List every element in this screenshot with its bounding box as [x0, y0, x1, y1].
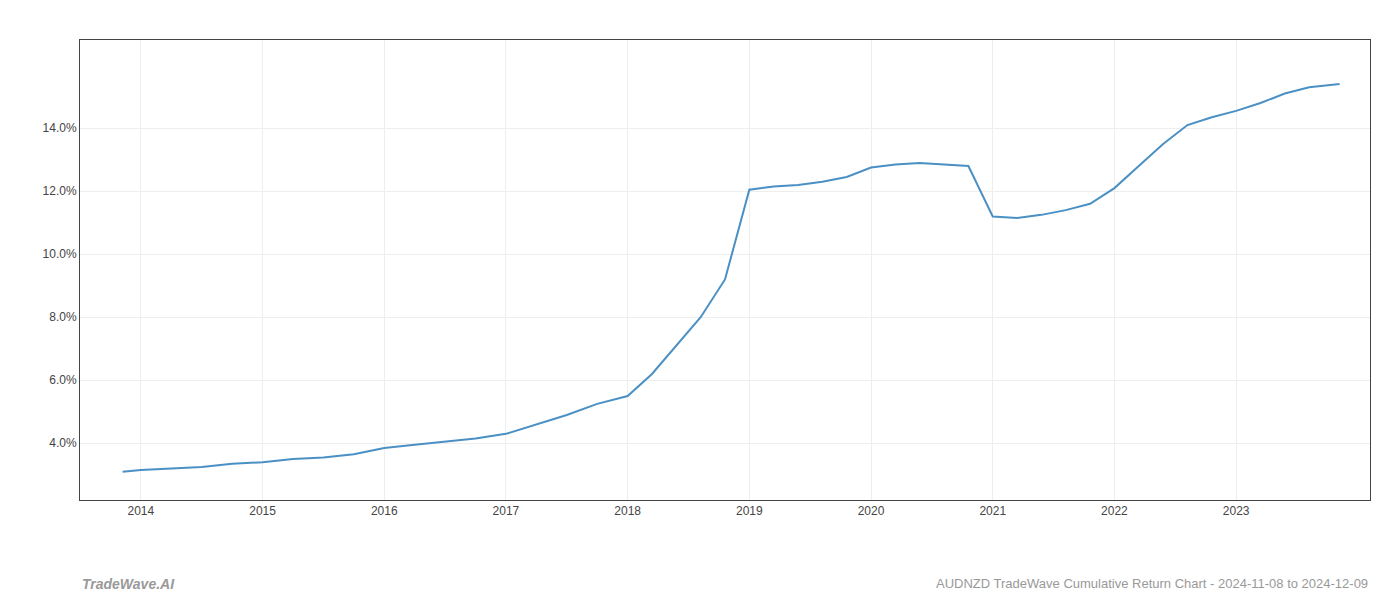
svg-text:4.0%: 4.0%: [49, 436, 77, 450]
svg-text:8.0%: 8.0%: [49, 310, 77, 324]
svg-text:2015: 2015: [249, 504, 276, 518]
svg-text:TradeWave.AI: TradeWave.AI: [82, 576, 175, 592]
svg-text:10.0%: 10.0%: [43, 247, 77, 261]
svg-text:2023: 2023: [1223, 504, 1250, 518]
svg-text:12.0%: 12.0%: [43, 184, 77, 198]
svg-text:2022: 2022: [1101, 504, 1128, 518]
svg-text:AUDNZD TradeWave Cumulative Re: AUDNZD TradeWave Cumulative Return Chart…: [936, 576, 1368, 591]
svg-text:2020: 2020: [858, 504, 885, 518]
svg-text:2019: 2019: [736, 504, 763, 518]
svg-text:2021: 2021: [979, 504, 1006, 518]
svg-text:2018: 2018: [614, 504, 641, 518]
svg-text:2014: 2014: [127, 504, 154, 518]
svg-text:2017: 2017: [493, 504, 520, 518]
svg-text:2016: 2016: [371, 504, 398, 518]
svg-text:6.0%: 6.0%: [49, 373, 77, 387]
svg-text:14.0%: 14.0%: [43, 121, 77, 135]
